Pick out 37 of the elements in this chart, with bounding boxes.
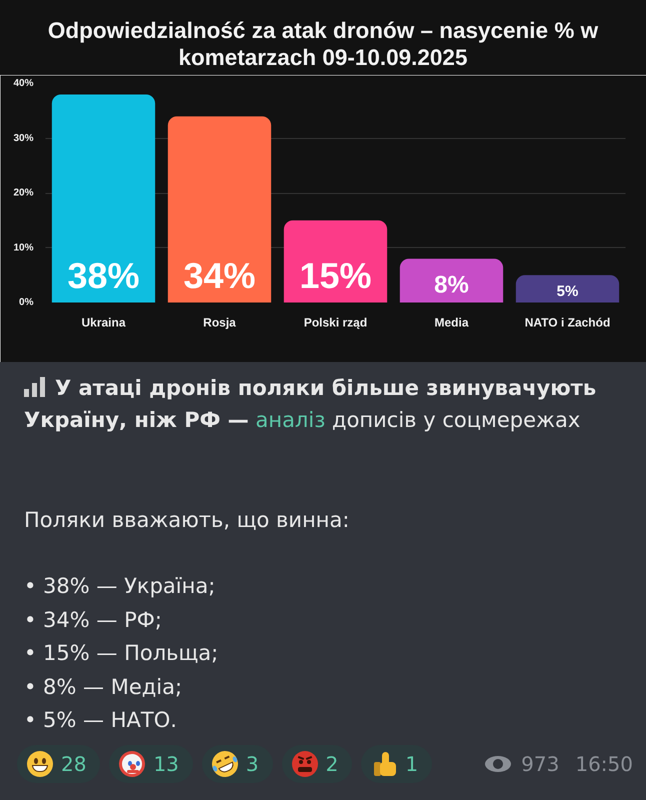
- text: • 34% — РФ;: [24, 606, 163, 634]
- text: • 15% — Польща;: [24, 640, 218, 667]
- bar: [400, 258, 504, 302]
- x-tick-label: NATO i Zachód: [524, 316, 610, 330]
- text: аналіз: [255, 408, 326, 432]
- data-label: 15%: [299, 255, 372, 296]
- y-tick-label: 20%: [13, 188, 34, 198]
- reaction-button: 2: [282, 745, 352, 783]
- data-label: 38%: [67, 255, 140, 296]
- text: • 5% — НАТО.: [24, 707, 178, 734]
- y-tick-label: 30%: [13, 132, 34, 144]
- text: 973: [521, 750, 560, 778]
- text: Україну, ніж РФ —: [24, 408, 249, 432]
- y-tick-label: 10%: [13, 242, 34, 254]
- text: дописів у соцмережах: [332, 408, 580, 432]
- reaction-button: 28: [17, 745, 100, 783]
- x-tick-label: Media: [434, 316, 469, 330]
- text: • 8% — Медіа;: [24, 674, 184, 700]
- bar: [52, 94, 156, 302]
- text: Поляки вважають, що винна:: [24, 507, 350, 534]
- y-tick-label: 0%: [19, 297, 34, 308]
- bar: [516, 275, 620, 302]
- text: • 38% — Україна;: [24, 573, 216, 600]
- y-tick-label: 40%: [13, 78, 34, 89]
- x-tick-label: Ukraina: [81, 316, 126, 330]
- data-label: 34%: [183, 255, 256, 296]
- reaction-button: 13: [109, 745, 193, 783]
- data-label: 8%: [434, 271, 469, 298]
- chart-title: Odpowiedzialność za atak dronów – nasycenie % w kometarzach 09-10.09.2025: [0, 0, 646, 75]
- reaction-button: 1: [361, 745, 432, 783]
- bar: [168, 116, 272, 302]
- reaction-button: 3: [202, 745, 273, 783]
- text: У атаці дронів поляки більше звинувачують: [55, 376, 596, 400]
- text: 16:50: [575, 750, 633, 778]
- x-tick-label: Polski rząd: [304, 316, 368, 330]
- data-label: 5%: [556, 283, 578, 300]
- x-tick-label: Rosja: [203, 316, 236, 330]
